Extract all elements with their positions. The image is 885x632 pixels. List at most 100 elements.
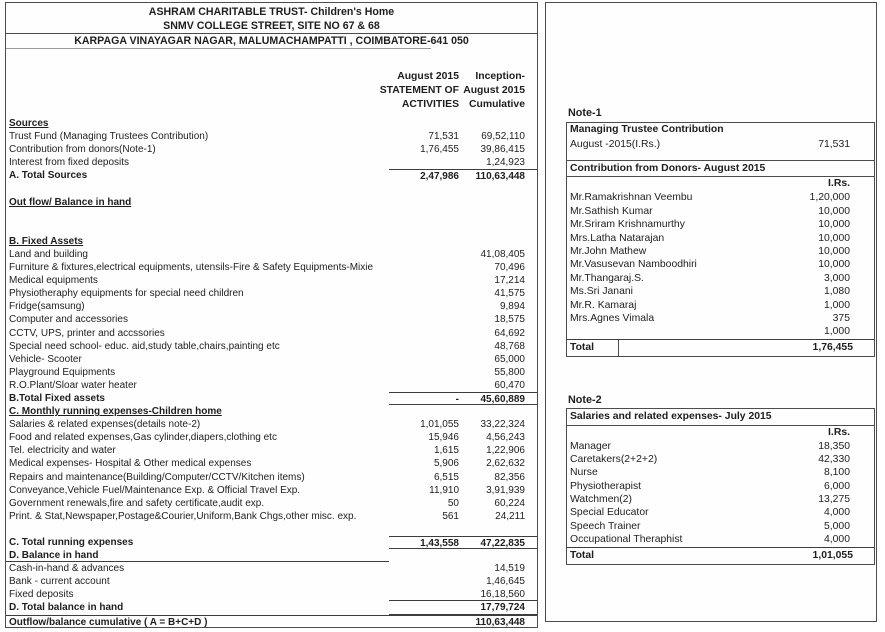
statement-row: Medical expenses- Hospital & Other medic…	[6, 457, 537, 470]
list-item: Occupational Theraphist 4,000	[567, 533, 874, 546]
value-cumulative: 3,91,939	[486, 484, 525, 496]
row-label: Cash-in-hand & advances	[9, 563, 125, 575]
row-label: Computer and accessories	[9, 314, 128, 326]
row-values: 1,01,055 33,22,324	[389, 418, 537, 431]
value-august-2015: 11,910	[429, 484, 459, 496]
row-values: 110,63,448	[389, 616, 537, 629]
row-label: Medical expenses- Hospital & Other medic…	[9, 458, 252, 470]
item-amount: 13,275	[818, 494, 850, 506]
statement-row: Land and building 41,08,405	[6, 248, 537, 261]
value-august-2015	[389, 327, 459, 340]
value-august-2015	[389, 340, 459, 353]
statement-row: Vehicle- Scooter 65,000	[6, 353, 537, 366]
value-august-2015	[389, 562, 459, 575]
statement-row: Out flow/ Balance in hand	[6, 196, 537, 209]
row-label: Repairs and maintenance(Building/Compute…	[9, 471, 305, 483]
list-item: Nurse 8,100	[567, 466, 874, 479]
donor-rows: Mr.Ramakrishnan Veembu 1,20,000 Mr.Sathish…	[567, 191, 874, 338]
row-values: 18,575	[389, 313, 537, 326]
value-august-2015	[389, 588, 459, 600]
item-amount: 1,080	[823, 286, 850, 298]
item-name: Watchmen(2)	[570, 494, 632, 506]
item-name: Ms.Sri Janani	[570, 286, 633, 298]
row-values: 1,615 1,22,906	[389, 444, 537, 457]
value-august-2015: 1,01,055	[420, 419, 459, 431]
value-cumulative: 48,768	[494, 340, 525, 352]
statement-row: Food and related expenses,Gas cylinder,d…	[6, 431, 537, 444]
row-label: Contribution from donors(Note-1)	[9, 144, 156, 156]
row-values: 1,46,645	[389, 575, 537, 588]
note1-trustee-row: August -2015(I.Rs.) 71,531	[567, 138, 874, 151]
row-values: 16,18,560	[389, 588, 537, 602]
row-label	[6, 523, 389, 536]
item-name: Caretakers(2+2+2)	[570, 453, 658, 465]
value-august-2015	[389, 353, 459, 366]
row-label: Out flow/ Balance in hand	[9, 196, 132, 208]
value-cumulative: 64,692	[494, 327, 525, 339]
statement-row: Print. & Stat,Newspaper,Postage&Courier,…	[6, 510, 537, 523]
value-august-2015: 6,515	[433, 471, 459, 483]
list-item: Physiotherapist 6,000	[567, 480, 874, 493]
value-august-2015	[389, 379, 459, 392]
value-cumulative: 55,800	[494, 366, 525, 378]
note1-trustee-label: August -2015(I.Rs.)	[570, 138, 661, 150]
value-august-2015: 1,76,455	[420, 144, 459, 156]
row-values: 55,800	[389, 366, 537, 379]
statement-row: Fixed deposits 16,18,560	[6, 588, 537, 602]
statement-row: Cash-in-hand & advances 14,519	[6, 562, 537, 575]
statement-row: B.Total Fixed assets - 45,60,889	[6, 391, 537, 406]
list-item: Manager 18,350	[567, 440, 874, 453]
row-label: Tel. electricity and water	[9, 445, 116, 457]
item-amount: 10,000	[818, 205, 850, 217]
item-amount: 10,000	[818, 245, 850, 257]
row-label: B.Total Fixed assets	[9, 392, 105, 404]
value-august-2015	[389, 261, 459, 274]
list-item: Mr.R. Kamaraj 1,000	[567, 299, 874, 312]
row-values: 70,496	[389, 261, 537, 274]
row-label: Salaries & related expenses(details note…	[9, 419, 201, 431]
statement-row: C. Total running expenses 1,43,558 47,22,8…	[6, 536, 537, 550]
value-cumulative: 4,56,243	[486, 432, 525, 444]
note1-total-row: Total 1,76,455	[567, 338, 874, 357]
value-cumulative	[459, 117, 537, 130]
list-item: Mr.Sriram Krishnamurthy 10,000	[567, 218, 874, 231]
value-cumulative: 47,22,835	[480, 538, 526, 549]
value-cumulative	[459, 235, 537, 248]
statement-row: Sources	[6, 117, 537, 130]
row-label: Fridge(samsung)	[9, 301, 85, 313]
statement-row	[6, 209, 537, 222]
row-values: - 45,60,889	[389, 391, 537, 406]
statement-row: Physiotheraphy equipments for special ne…	[6, 287, 537, 300]
list-item: Mr.Sathish Kumar 10,000	[567, 205, 874, 218]
row-label	[6, 222, 389, 235]
value-august-2015: 561	[442, 510, 459, 522]
row-label: A. Total Sources	[9, 170, 88, 182]
value-cumulative: 60,224	[494, 497, 525, 509]
value-cumulative: 33,22,324	[480, 419, 526, 431]
value-cumulative: 1,46,645	[486, 576, 525, 588]
item-name: Mrs.Agnes Vimala	[570, 312, 655, 324]
row-values: 60,470	[389, 379, 537, 392]
value-august-2015	[389, 117, 459, 130]
value-august-2015: 15,946	[428, 432, 459, 444]
list-item: 1,000	[567, 325, 874, 338]
statement-row: Special need school- educ. aid,study tab…	[6, 340, 537, 353]
list-item: Mr.Ramakrishnan Veembu 1,20,000	[567, 191, 874, 204]
row-values	[389, 209, 537, 222]
row-label: Food and related expenses,Gas cylinder,d…	[9, 432, 277, 444]
item-amount: 1,20,000	[809, 192, 850, 204]
statement-row: Trust Fund (Managing Trustees Contributi…	[6, 130, 537, 143]
list-item: Mrs.Latha Natarajan 10,000	[567, 232, 874, 245]
row-values: 41,08,405	[389, 248, 537, 261]
row-label: B. Fixed Assets	[9, 235, 84, 247]
item-amount: 18,350	[818, 440, 850, 452]
value-cumulative: 45,60,889	[480, 393, 526, 405]
item-name: Special Educator	[570, 507, 649, 519]
spacer	[567, 151, 874, 160]
row-values: 5,906 2,62,632	[389, 457, 537, 470]
note2-title: Note-2	[568, 394, 602, 406]
note2-total-row: Total 1,01,055	[567, 546, 874, 565]
row-label: Print. & Stat,Newspaper,Postage&Courier,…	[9, 510, 357, 522]
row-values	[389, 235, 537, 248]
item-amount: 6,000	[823, 480, 850, 492]
